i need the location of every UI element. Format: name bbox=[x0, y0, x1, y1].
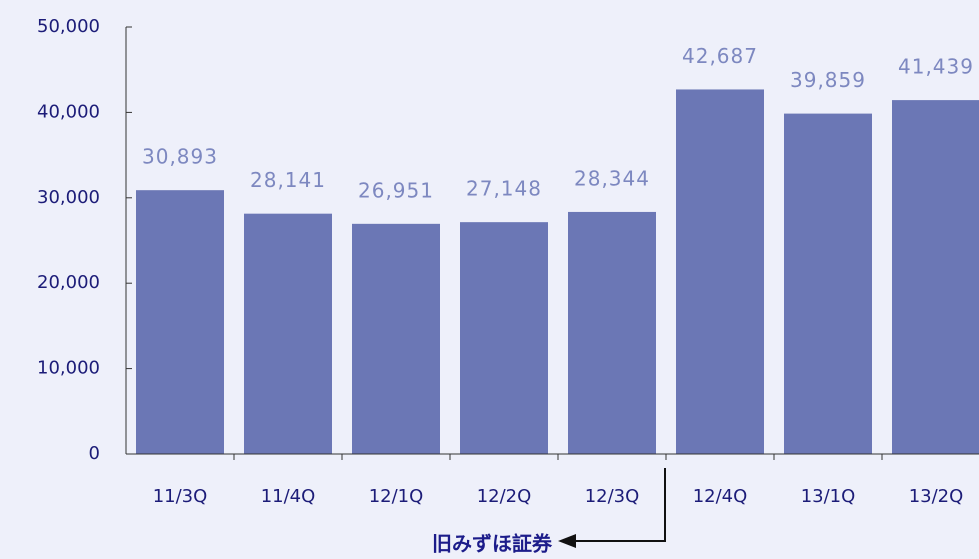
value-label: 42,687 bbox=[682, 44, 758, 68]
value-label: 28,344 bbox=[574, 166, 650, 190]
y-tick-label: 0 bbox=[89, 443, 100, 464]
y-tick-label: 30,000 bbox=[37, 187, 100, 208]
bar bbox=[892, 100, 979, 455]
value-label: 28,141 bbox=[250, 168, 326, 192]
bar bbox=[352, 223, 440, 454]
x-tick-label: 13/1Q bbox=[801, 486, 856, 507]
x-tick-label: 12/2Q bbox=[477, 486, 532, 507]
value-label: 30,893 bbox=[142, 145, 218, 169]
annotation: 旧みずほ証券 bbox=[432, 532, 553, 556]
bar bbox=[136, 190, 224, 455]
x-tick-label: 12/3Q bbox=[585, 486, 640, 507]
y-tick-label: 10,000 bbox=[37, 358, 100, 379]
value-label: 41,439 bbox=[898, 55, 974, 79]
value-label: 27,148 bbox=[466, 177, 542, 201]
x-tick-label: 12/1Q bbox=[369, 486, 424, 507]
value-label: 26,951 bbox=[358, 178, 434, 202]
x-tick-label: 11/3Q bbox=[153, 486, 208, 507]
annotation-arrow bbox=[575, 468, 666, 542]
x-tick-label: 13/2Q bbox=[909, 486, 964, 507]
bar bbox=[460, 222, 548, 454]
x-tick-label: 12/4Q bbox=[693, 486, 748, 507]
bar bbox=[784, 113, 872, 455]
x-tick-label: 11/4Q bbox=[261, 486, 316, 507]
arrow-head bbox=[558, 534, 576, 548]
y-tick-label: 20,000 bbox=[37, 272, 100, 293]
bar bbox=[676, 89, 764, 455]
y-tick-label: 50,000 bbox=[37, 16, 100, 37]
bar bbox=[568, 211, 656, 454]
bar bbox=[244, 213, 332, 454]
value-label: 39,859 bbox=[790, 68, 866, 92]
y-tick-label: 40,000 bbox=[37, 101, 100, 122]
